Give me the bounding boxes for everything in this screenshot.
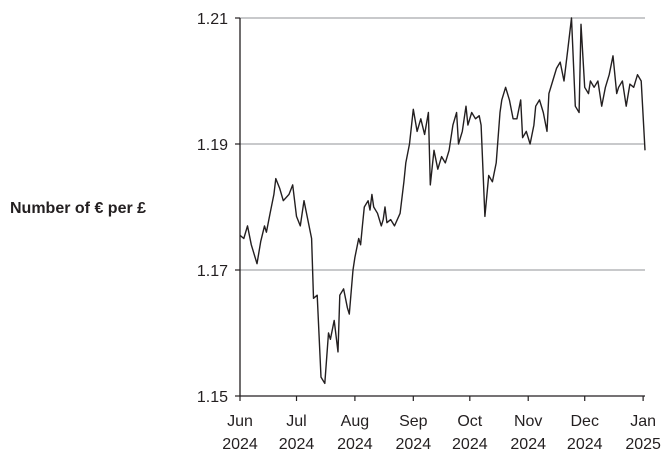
x-tick-label-year: 2024 — [567, 436, 603, 453]
grid-lines — [240, 17, 645, 271]
y-tick-label: 1.15 — [197, 389, 228, 406]
series-line — [239, 17, 646, 385]
x-tick-label-year: 2024 — [510, 436, 546, 453]
y-axis-label: Number of € per £ — [10, 200, 147, 217]
x-tick-label-year: 2024 — [452, 436, 488, 453]
x-tick-label-year: 2024 — [396, 436, 432, 453]
x-tick-label-month: Sep — [399, 413, 428, 430]
y-tick-label: 1.21 — [197, 11, 228, 28]
x-tick-label-year: 2024 — [222, 436, 258, 453]
y-tick-label: 1.19 — [197, 137, 228, 154]
x-tick-label-month: Aug — [341, 413, 369, 430]
y-tick-label: 1.17 — [197, 263, 228, 280]
x-tick-label-year: 2025 — [625, 436, 661, 453]
x-tick-labels: Jun 2024 Jul 2024 Aug 2024 Sep 2024 Oct 2024 Nov 20… — [222, 413, 661, 453]
axes — [235, 17, 645, 401]
y-tick-labels: 1.15 1.17 1.19 1.21 — [197, 11, 228, 406]
x-tick-label-month: Jul — [286, 413, 306, 430]
x-tick-label-year: 2024 — [337, 436, 373, 453]
x-tick-label-month: Nov — [514, 413, 542, 430]
series-layer — [239, 17, 646, 385]
x-tick-label-month: Dec — [570, 413, 598, 430]
x-tick-label-month: Jan — [630, 413, 656, 430]
x-tick-label-month: Oct — [457, 413, 482, 430]
x-tick-label-year: 2024 — [279, 436, 315, 453]
x-tick-label-month: Jun — [227, 413, 253, 430]
